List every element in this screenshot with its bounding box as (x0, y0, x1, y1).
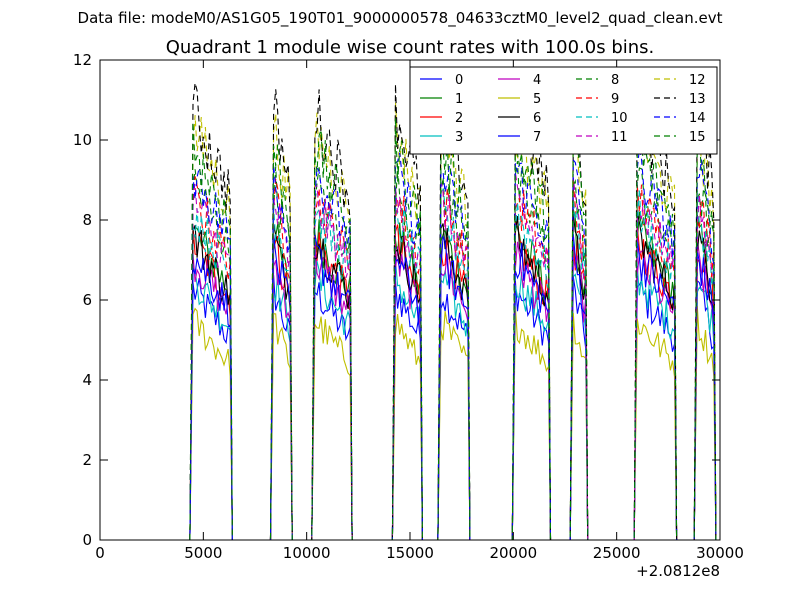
legend-label-10: 10 (611, 111, 628, 126)
legend-label-7: 7 (533, 130, 541, 145)
legend-label-14: 14 (689, 111, 706, 126)
legend-label-15: 15 (689, 130, 706, 145)
series-line-8 (100, 161, 720, 540)
legend-label-13: 13 (689, 92, 706, 107)
y-tick-label: 8 (82, 211, 92, 229)
legend-label-9: 9 (611, 92, 619, 107)
data-file-title: Data file: modeM0/AS1G05_190T01_90000005… (77, 9, 723, 27)
legend-label-1: 1 (455, 92, 463, 107)
y-tick-label: 10 (73, 131, 92, 149)
legend-label-3: 3 (455, 130, 463, 145)
series-line-3 (100, 259, 720, 540)
legend-label-2: 2 (455, 111, 463, 126)
x-tick-label: 30000 (696, 544, 744, 562)
legend-box (409, 66, 718, 155)
legend-label-8: 8 (611, 73, 619, 88)
series-line-0 (100, 275, 720, 540)
y-tick-label: 12 (73, 51, 92, 69)
chart-title: Quadrant 1 module wise count rates with … (166, 37, 655, 58)
y-tick-label: 4 (82, 371, 92, 389)
y-tick-label: 0 (82, 531, 92, 549)
legend-label-4: 4 (533, 73, 541, 88)
series-line-5 (100, 305, 720, 540)
series-line-13 (100, 82, 720, 540)
series-line-7 (100, 234, 720, 540)
x-tick-label: 20000 (489, 544, 537, 562)
x-offset-label: +2.0812e8 (636, 562, 720, 580)
legend-label-0: 0 (455, 73, 463, 88)
series-line-14 (100, 148, 720, 540)
x-tick-label: 5000 (184, 544, 222, 562)
series-line-15 (100, 117, 720, 540)
x-tick-label: 10000 (283, 544, 331, 562)
x-tick-label: 0 (95, 544, 105, 562)
series-group (100, 82, 720, 540)
x-tick-label: 25000 (593, 544, 641, 562)
legend-label-6: 6 (533, 111, 541, 126)
y-tick-label: 2 (82, 451, 92, 469)
x-tick-label: 15000 (386, 544, 434, 562)
legend-label-11: 11 (611, 130, 628, 145)
y-tick-label: 6 (82, 291, 92, 309)
legend-label-5: 5 (533, 92, 541, 107)
series-line-11 (100, 172, 720, 540)
series-line-2 (100, 219, 720, 540)
legend-label-12: 12 (689, 73, 706, 88)
series-line-9 (100, 176, 720, 540)
